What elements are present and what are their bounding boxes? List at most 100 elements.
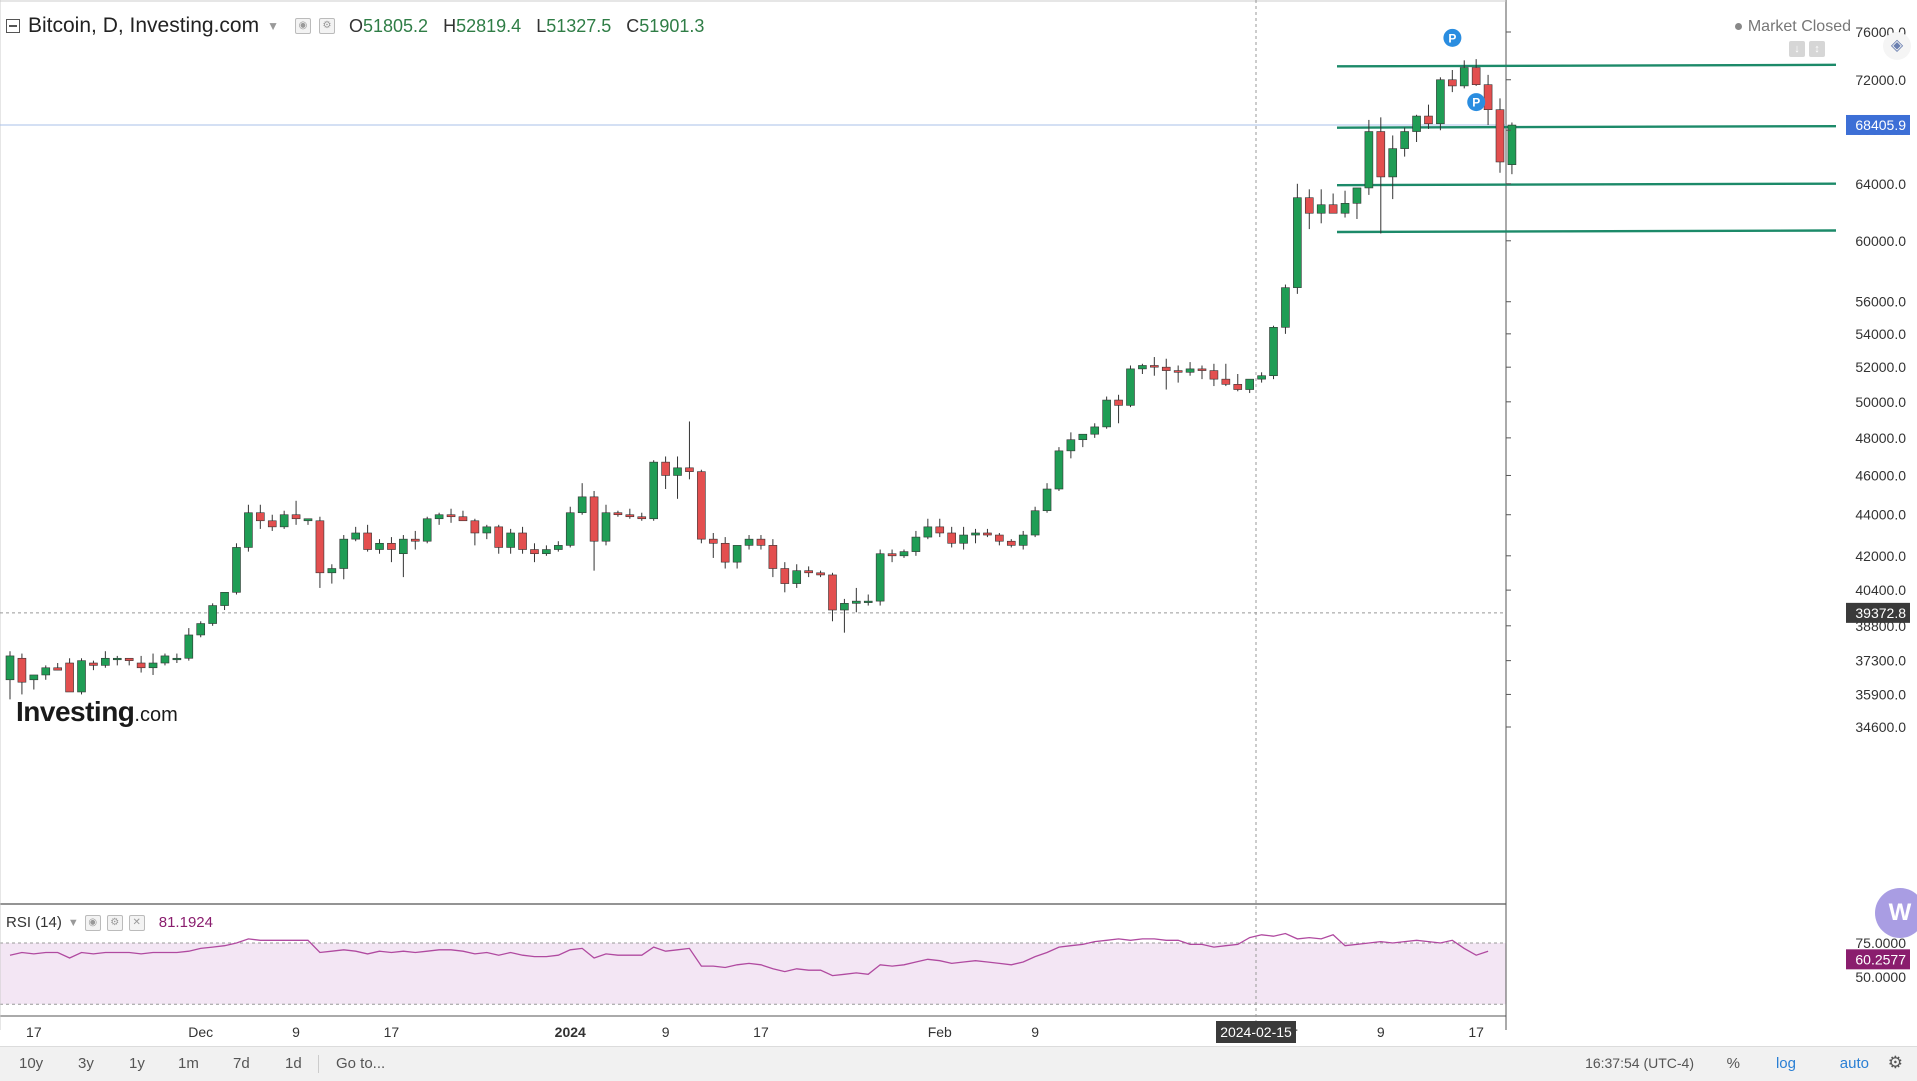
price-tick-label: 44000.0 bbox=[1855, 507, 1906, 523]
log-toggle[interactable]: log bbox=[1775, 1055, 1796, 1072]
open-value: 51805.2 bbox=[363, 15, 429, 36]
bottom-toolbar: 10y 3y 1y 1m 7d 1d Go to... 16:37:54 (UT… bbox=[0, 1046, 1917, 1081]
percent-toggle[interactable]: % bbox=[1726, 1055, 1740, 1072]
candle bbox=[1340, 190, 1350, 218]
candle-body bbox=[1197, 368, 1207, 371]
horizontal-level-line[interactable] bbox=[1336, 124, 1837, 129]
candle-body bbox=[5, 655, 15, 681]
candle-body bbox=[875, 553, 885, 602]
candle bbox=[1364, 119, 1374, 195]
candle-body bbox=[1269, 327, 1278, 377]
range-7d-button[interactable]: 7d bbox=[233, 1055, 250, 1072]
candle-body bbox=[1233, 384, 1243, 390]
investing-logo: Investing.com bbox=[16, 696, 178, 728]
rsi-chevron-icon[interactable]: ▼ bbox=[67, 916, 79, 929]
candle bbox=[863, 594, 873, 606]
candle-body bbox=[1304, 197, 1314, 214]
candle bbox=[1328, 193, 1338, 214]
candle-body bbox=[1412, 115, 1421, 132]
gear-icon[interactable]: ⚙ bbox=[1887, 1053, 1903, 1072]
range-1y-button[interactable]: 1y bbox=[129, 1055, 145, 1072]
pivot-markers[interactable]: PP bbox=[1443, 28, 1486, 112]
candle-body bbox=[1328, 204, 1338, 214]
pivot-marker[interactable]: P bbox=[1443, 28, 1462, 47]
symbol-title[interactable]: Bitcoin, D, Investing.com bbox=[28, 14, 260, 37]
candle-body bbox=[852, 600, 861, 604]
candle bbox=[589, 490, 599, 571]
candle bbox=[768, 539, 778, 578]
chevron-down-icon[interactable]: ▼ bbox=[267, 19, 279, 33]
candle-body bbox=[399, 538, 408, 555]
candle bbox=[1209, 363, 1219, 387]
range-10y-button[interactable]: 10y bbox=[19, 1055, 44, 1072]
candle bbox=[1197, 365, 1207, 380]
rsi-settings-icon[interactable]: ⚙ bbox=[106, 914, 123, 931]
pivot-marker[interactable]: P bbox=[1467, 93, 1486, 112]
candle bbox=[720, 537, 730, 569]
candle-body bbox=[732, 545, 742, 563]
candle bbox=[232, 543, 241, 595]
goto-button[interactable]: Go to... bbox=[336, 1055, 386, 1072]
rsi-eye-icon[interactable]: ◉ bbox=[84, 914, 101, 931]
candle-body bbox=[1281, 287, 1290, 328]
candle bbox=[29, 674, 39, 690]
candle bbox=[1257, 372, 1266, 383]
eye-icon[interactable]: ◉ bbox=[294, 18, 311, 34]
horizontal-level-line[interactable] bbox=[1336, 229, 1837, 234]
horizontal-level-line[interactable] bbox=[1336, 182, 1837, 187]
candle-body bbox=[530, 549, 539, 555]
candle-body bbox=[303, 518, 313, 522]
price-tick-label: 60000.0 bbox=[1855, 233, 1906, 249]
settings-icon[interactable]: ⚙ bbox=[318, 18, 335, 34]
horizontal-level-line[interactable] bbox=[1336, 63, 1837, 68]
candle bbox=[41, 665, 51, 680]
candle-body bbox=[1066, 439, 1076, 452]
candle bbox=[1090, 423, 1100, 438]
widget-w-icon[interactable]: W bbox=[1875, 888, 1917, 938]
crosshair-date-text: 2024-02-15 bbox=[1220, 1024, 1292, 1040]
time-tick-label: Feb bbox=[928, 1024, 952, 1040]
candle bbox=[244, 504, 253, 552]
candle-body bbox=[613, 512, 623, 516]
range-3y-button[interactable]: 3y bbox=[78, 1055, 94, 1072]
candle bbox=[65, 658, 74, 693]
candle-body bbox=[279, 514, 289, 528]
layers-icon[interactable]: ◈ bbox=[1883, 32, 1911, 60]
candle bbox=[601, 504, 611, 546]
candle bbox=[387, 537, 396, 563]
price-tick-label: 37300.0 bbox=[1855, 653, 1906, 669]
candle bbox=[1495, 98, 1505, 173]
range-1m-button[interactable]: 1m bbox=[178, 1055, 199, 1072]
chart-canvas[interactable]: 80000.076000.072000.068000.064000.060000… bbox=[0, 0, 1917, 1046]
candle bbox=[1471, 59, 1481, 86]
low-value: 51327.5 bbox=[546, 15, 612, 36]
candle bbox=[375, 539, 384, 554]
candle bbox=[1030, 506, 1040, 538]
candle bbox=[17, 653, 27, 695]
candle-body bbox=[232, 547, 241, 593]
candle-body bbox=[89, 662, 98, 666]
collapse-icon[interactable] bbox=[6, 19, 20, 33]
range-1d-button[interactable]: 1d bbox=[285, 1055, 302, 1072]
candle-body bbox=[1054, 450, 1064, 490]
rsi-label[interactable]: RSI (14) bbox=[6, 914, 62, 931]
candle bbox=[303, 518, 313, 525]
candle-body bbox=[708, 538, 718, 544]
candle bbox=[852, 587, 861, 613]
rsi-close-icon[interactable]: ✕ bbox=[128, 914, 145, 931]
candle-body bbox=[1221, 378, 1231, 385]
arrow-down-icon[interactable]: ↓ bbox=[1789, 41, 1805, 57]
candle-body bbox=[315, 520, 325, 574]
arrow-updown-icon[interactable]: ↕ bbox=[1809, 41, 1825, 57]
candle-body bbox=[1483, 84, 1493, 110]
auto-toggle[interactable]: auto bbox=[1839, 1055, 1869, 1072]
candle bbox=[482, 524, 492, 540]
candle-body bbox=[256, 512, 265, 522]
candle-body bbox=[470, 520, 480, 534]
time-axis[interactable]: 17Dec9172024917Feb9Mar9172024-02-15 bbox=[26, 1021, 1484, 1043]
time-tick-label: 9 bbox=[662, 1024, 670, 1040]
status-dot-icon bbox=[1734, 23, 1742, 31]
candle bbox=[1304, 189, 1314, 230]
candle-body bbox=[1042, 488, 1052, 512]
current-price-tag-text: 68405.9 bbox=[1855, 117, 1906, 133]
